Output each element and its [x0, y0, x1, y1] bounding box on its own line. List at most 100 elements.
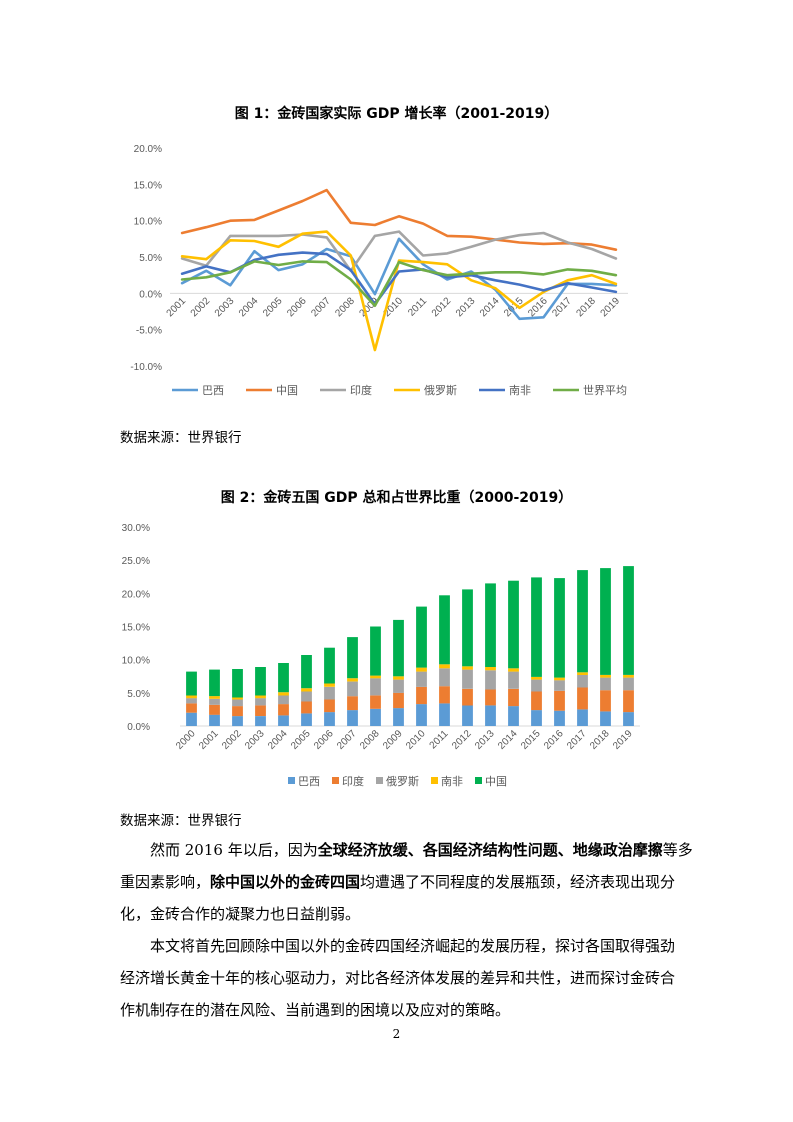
bar-segment-巴西: [324, 712, 335, 726]
bar-segment-印度: [255, 705, 266, 716]
bar-segment-印度: [324, 699, 335, 713]
legend-swatch: [332, 777, 339, 784]
figure1-line-chart: 20.0%15.0%10.0%5.0%0.0%-5.0%-10.0%2001 20…: [130, 144, 628, 397]
bar-segment-俄罗斯: [232, 699, 243, 707]
bar-segment-印度: [485, 689, 496, 706]
figure1-title: 图 1：金砖国家实际 GDP 增长率（2001-2019）: [234, 106, 559, 122]
bar-segment-巴西: [554, 710, 565, 726]
text-run: 均遭遇了不同程度的发展瓶颈，经济表现出现分: [360, 873, 676, 891]
y-tick-label: -10.0%: [130, 362, 162, 373]
paragraph-1: 然而 2016 年以后，因为全球经济放缓、各国经济结构性问题、地缘政治摩擦等多 …: [120, 834, 693, 930]
bar-segment-印度: [439, 686, 450, 704]
legend-label: 印度: [350, 383, 372, 397]
y-tick-label: 10.0%: [122, 656, 150, 667]
series-line-世界平均: [180, 260, 618, 307]
bar-segment-印度: [393, 692, 404, 709]
bar-segment-中国: [554, 578, 565, 678]
bar-segment-俄罗斯: [623, 677, 634, 691]
bar-segment-中国: [324, 647, 335, 684]
x-tick-label: 2005: [289, 728, 313, 752]
bar-segment-南非: [577, 672, 588, 675]
bold-text: 全球经济放缓、各国经济结构性问题、地缘政治摩擦: [317, 841, 663, 859]
bar-segment-俄罗斯: [255, 698, 266, 706]
x-tick-label: 2006: [312, 728, 336, 752]
x-tick-label: 2016: [542, 728, 566, 752]
bar-segment-南非: [531, 676, 542, 680]
bar-segment-巴西: [370, 708, 381, 726]
x-tick-label: 2014: [496, 728, 520, 752]
bar-segment-中国: [439, 595, 450, 665]
bold-text: 除中国以外的金砖四国: [210, 873, 361, 891]
bar-segment-巴西: [462, 705, 473, 726]
bar-segment-巴西: [485, 705, 496, 726]
bar-segment-印度: [301, 701, 312, 714]
x-tick-label: 2017: [550, 295, 574, 319]
y-tick-label: 20.0%: [134, 144, 162, 155]
x-tick-label: 2011: [406, 295, 429, 318]
x-tick-label: 2016: [526, 295, 550, 319]
series-line-中国: [180, 188, 618, 251]
x-tick-label: 2017: [565, 728, 589, 752]
bar-segment-中国: [278, 663, 289, 693]
bar-segment-俄罗斯: [485, 670, 496, 690]
x-tick-label: 2008: [358, 728, 382, 752]
x-tick-label: 2019: [611, 728, 635, 752]
bar-segment-印度: [623, 690, 634, 713]
legend-label: 印度: [342, 774, 364, 788]
bar-segment-巴西: [393, 708, 404, 726]
bar-segment-俄罗斯: [577, 674, 588, 688]
bar-segment-中国: [508, 580, 519, 669]
bar-segment-南非: [485, 667, 496, 671]
bar-segment-巴西: [439, 703, 450, 726]
x-tick-label: 2007: [309, 295, 333, 319]
bar-segment-中国: [209, 669, 220, 697]
x-tick-label: 2000: [174, 728, 198, 752]
x-tick-label: 2018: [588, 728, 612, 752]
bar-segment-印度: [577, 687, 588, 710]
bar-segment-南非: [370, 675, 381, 679]
legend-label: 巴西: [298, 776, 320, 788]
bar-segment-巴西: [416, 704, 427, 726]
bar-segment-中国: [232, 669, 243, 698]
bar-segment-中国: [301, 655, 312, 689]
paragraph-1-line-1: 然而 2016 年以后，因为全球经济放缓、各国经济结构性问题、地缘政治摩擦等多: [120, 834, 693, 866]
bar-segment-南非: [416, 667, 427, 672]
figure1-source: 数据来源：世界银行: [120, 430, 242, 446]
figure2-title: 图 2：金砖五国 GDP 总和占世界比重（2000-2019）: [220, 490, 573, 506]
y-tick-label: 0.0%: [127, 722, 150, 733]
bar-segment-南非: [347, 678, 358, 682]
y-tick-label: 10.0%: [134, 217, 162, 228]
bar-segment-南非: [462, 666, 473, 670]
bar-segment-俄罗斯: [416, 671, 427, 687]
text-run: 然而 2016 年以后，因为: [150, 841, 318, 859]
bar-segment-巴西: [209, 714, 220, 726]
bar-segment-中国: [416, 606, 427, 668]
bar-segment-俄罗斯: [439, 668, 450, 687]
series-line-印度: [180, 230, 618, 273]
x-tick-label: 2004: [266, 728, 290, 752]
x-tick-label: 2003: [213, 295, 237, 319]
bar-segment-印度: [554, 690, 565, 711]
legend-label: 南非: [441, 775, 463, 788]
legend-label: 俄罗斯: [424, 384, 457, 397]
x-tick-label: 2009: [381, 728, 405, 752]
y-tick-label: 0.0%: [139, 289, 162, 300]
x-tick-label: 2004: [237, 295, 261, 319]
bar-segment-南非: [209, 696, 220, 699]
paragraph-2-line-2: 经济增长黄金十年的核心驱动力，对比各经济体发展的差异和共性，进而探讨金砖合: [120, 969, 676, 987]
legend-label: 南非: [509, 384, 531, 397]
bar-segment-巴西: [301, 713, 312, 726]
bar-segment-巴西: [623, 712, 634, 726]
bar-segment-中国: [623, 566, 634, 675]
bar-segment-南非: [186, 695, 197, 699]
x-tick-label: 2012: [450, 728, 474, 752]
bar-segment-巴西: [278, 715, 289, 726]
bar-segment-中国: [577, 570, 588, 673]
legend-swatch: [288, 777, 295, 784]
x-tick-label: 2013: [473, 728, 497, 752]
bar-segment-俄罗斯: [278, 695, 289, 705]
bar-segment-中国: [393, 619, 404, 677]
y-tick-label: 20.0%: [122, 589, 150, 600]
y-tick-label: 15.0%: [134, 180, 162, 191]
series-line-巴西: [180, 237, 618, 321]
